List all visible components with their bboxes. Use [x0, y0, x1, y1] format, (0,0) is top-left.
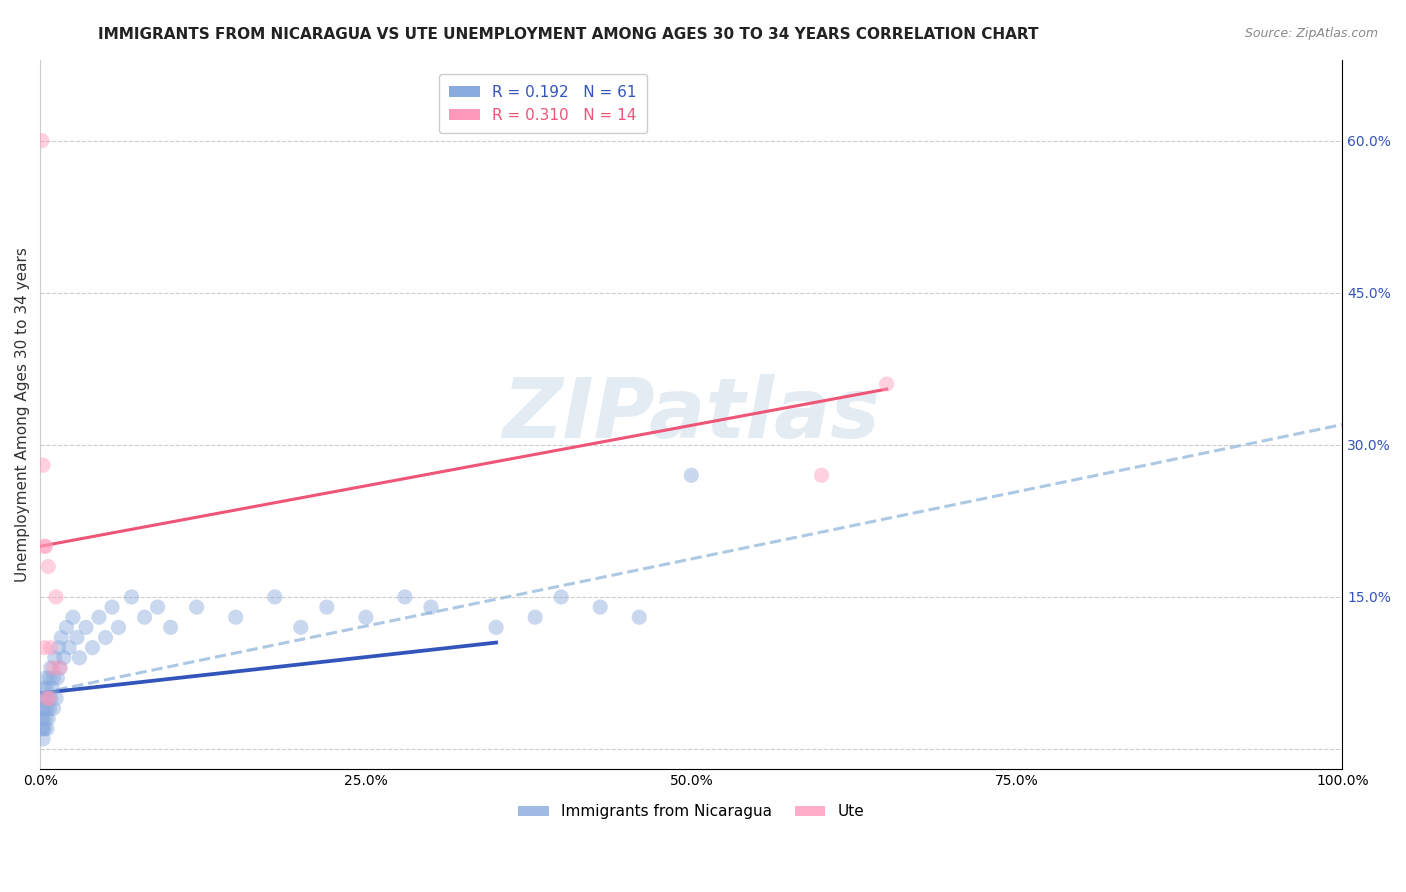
Point: [82, 640, 104, 655]
Point: [354, 610, 377, 624]
Point: [69, 650, 91, 665]
Legend: Immigrants from Nicaragua, Ute: Immigrants from Nicaragua, Ute: [512, 798, 870, 825]
Point: [42, 661, 65, 675]
Point: [589, 600, 612, 615]
Point: [524, 610, 547, 624]
Point: [45, 691, 67, 706]
Point: [32, 458, 55, 472]
Text: ZIPatlas: ZIPatlas: [502, 374, 880, 455]
Point: [31, 722, 53, 736]
Point: [34, 722, 56, 736]
Point: [35, 701, 58, 715]
Point: [37, 559, 59, 574]
Point: [37, 712, 59, 726]
Text: Source: ZipAtlas.com: Source: ZipAtlas.com: [1244, 27, 1378, 40]
Point: [101, 600, 124, 615]
Point: [34, 539, 56, 553]
Point: [58, 640, 80, 655]
Point: [37, 691, 59, 706]
Point: [34, 671, 56, 685]
Point: [35, 722, 58, 736]
Point: [394, 590, 416, 604]
Point: [290, 620, 312, 634]
Point: [75, 620, 97, 634]
Point: [94, 631, 117, 645]
Point: [55, 620, 77, 634]
Point: [32, 722, 55, 736]
Point: [87, 610, 110, 624]
Point: [44, 650, 66, 665]
Point: [225, 610, 247, 624]
Point: [35, 691, 58, 706]
Point: [49, 661, 72, 675]
Y-axis label: Unemployment Among Ages 30 to 34 years: Unemployment Among Ages 30 to 34 years: [15, 247, 30, 582]
Point: [39, 691, 62, 706]
Point: [52, 650, 75, 665]
Point: [42, 671, 65, 685]
Point: [263, 590, 285, 604]
Point: [66, 631, 89, 645]
Point: [34, 539, 56, 553]
Point: [38, 671, 60, 685]
Text: IMMIGRANTS FROM NICARAGUA VS UTE UNEMPLOYMENT AMONG AGES 30 TO 34 YEARS CORRELAT: IMMIGRANTS FROM NICARAGUA VS UTE UNEMPLO…: [98, 27, 1039, 42]
Point: [550, 590, 572, 604]
Point: [31, 712, 53, 726]
Point: [315, 600, 337, 615]
Point: [48, 640, 70, 655]
Point: [32, 712, 55, 726]
Point: [35, 681, 58, 696]
Point: [38, 701, 60, 715]
Point: [51, 631, 73, 645]
Point: [41, 681, 63, 696]
Point: [34, 712, 56, 726]
Point: [810, 468, 832, 483]
Point: [159, 620, 181, 634]
Point: [34, 701, 56, 715]
Point: [31, 701, 53, 715]
Point: [876, 377, 898, 392]
Point: [628, 610, 651, 624]
Point: [32, 731, 55, 746]
Point: [107, 620, 129, 634]
Point: [31, 134, 53, 148]
Point: [46, 671, 69, 685]
Point: [38, 691, 60, 706]
Point: [420, 600, 443, 615]
Point: [146, 600, 169, 615]
Point: [121, 590, 143, 604]
Point: [34, 640, 56, 655]
Point: [42, 701, 65, 715]
Point: [34, 691, 56, 706]
Point: [49, 661, 72, 675]
Point: [681, 468, 703, 483]
Point: [62, 610, 84, 624]
Point: [485, 620, 508, 634]
Point: [134, 610, 156, 624]
Point: [34, 681, 56, 696]
Point: [186, 600, 208, 615]
Point: [39, 640, 62, 655]
Point: [32, 691, 55, 706]
Point: [39, 661, 62, 675]
Point: [45, 590, 67, 604]
